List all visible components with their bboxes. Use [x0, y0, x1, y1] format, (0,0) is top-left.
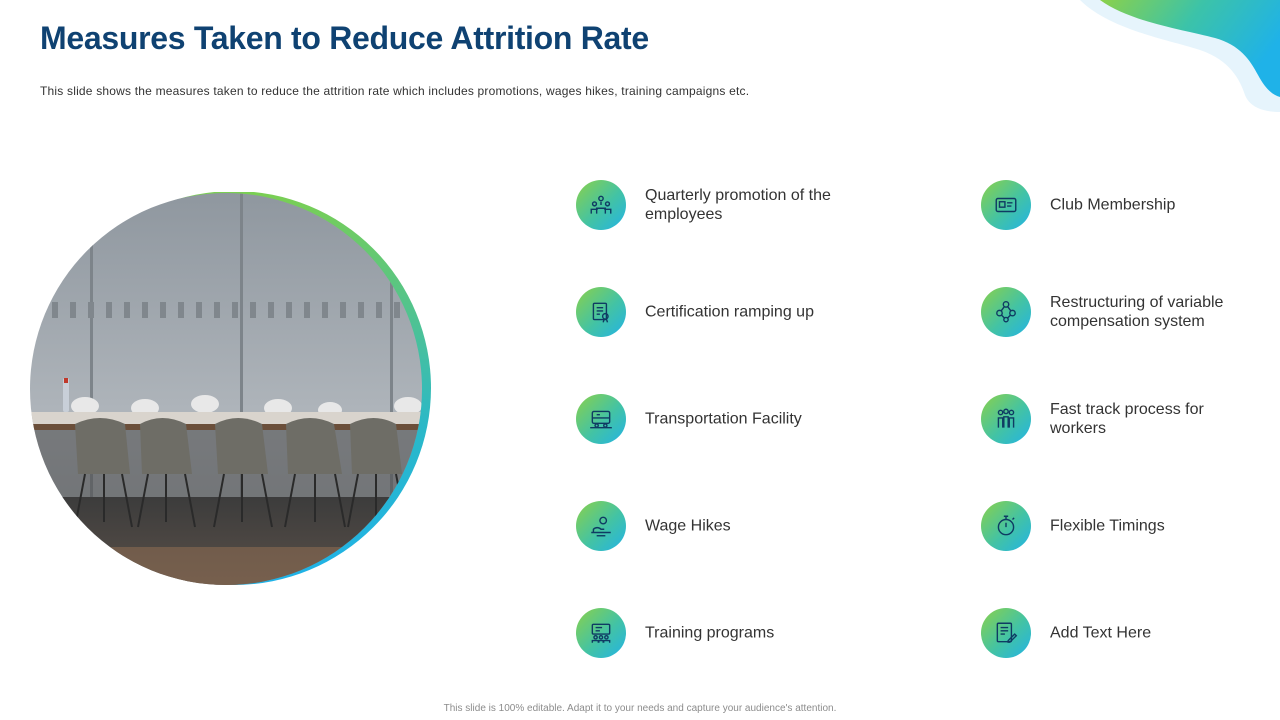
measure-label: Club Membership: [1050, 196, 1176, 214]
workers-group-icon: [981, 394, 1031, 444]
gears-network-icon: [981, 287, 1031, 337]
measure-label: Restructuring of variable compensation s…: [1050, 294, 1224, 330]
measure-item: Quarterly promotion of the employees: [576, 180, 876, 230]
measure-label: Fast track process for workers: [1050, 401, 1204, 437]
document-edit-icon: [981, 608, 1031, 658]
page-title: Measures Taken to Reduce Attrition Rate: [40, 20, 649, 56]
membership-card-icon: [981, 180, 1031, 230]
training-board-icon: [576, 608, 626, 658]
measure-item: Certification ramping up: [576, 287, 876, 337]
measure-label: Transportation Facility: [645, 410, 802, 428]
measure-item: Wage Hikes: [576, 501, 876, 551]
measure-label: Flexible Timings: [1050, 517, 1165, 535]
corner-wave-decoration: [1080, 0, 1280, 112]
certificate-icon: [576, 287, 626, 337]
page-subtitle: This slide shows the measures taken to r…: [40, 84, 750, 98]
money-hand-icon: [576, 501, 626, 551]
measure-item: Add Text Here: [981, 608, 1280, 658]
measure-label: Certification ramping up: [645, 303, 814, 321]
measure-label: Add Text Here: [1050, 624, 1152, 642]
measure-item: Transportation Facility: [576, 394, 876, 444]
measure-label: Quarterly promotion of the employees: [645, 187, 831, 223]
measure-item: Restructuring of variable compensation s…: [981, 287, 1280, 337]
stopwatch-icon: [981, 501, 1031, 551]
measure-label: Training programs: [645, 624, 775, 642]
measure-item: Training programs: [576, 608, 876, 658]
measure-item: Club Membership: [981, 180, 1280, 230]
people-promotion-icon: [576, 180, 626, 230]
measure-item: Fast track process for workers: [981, 394, 1280, 444]
measure-item: Flexible Timings: [981, 501, 1280, 551]
footer-note: This slide is 100% editable. Adapt it to…: [443, 703, 837, 714]
bus-icon: [576, 394, 626, 444]
measure-label: Wage Hikes: [645, 517, 731, 535]
meeting-room-photo: [30, 192, 431, 585]
